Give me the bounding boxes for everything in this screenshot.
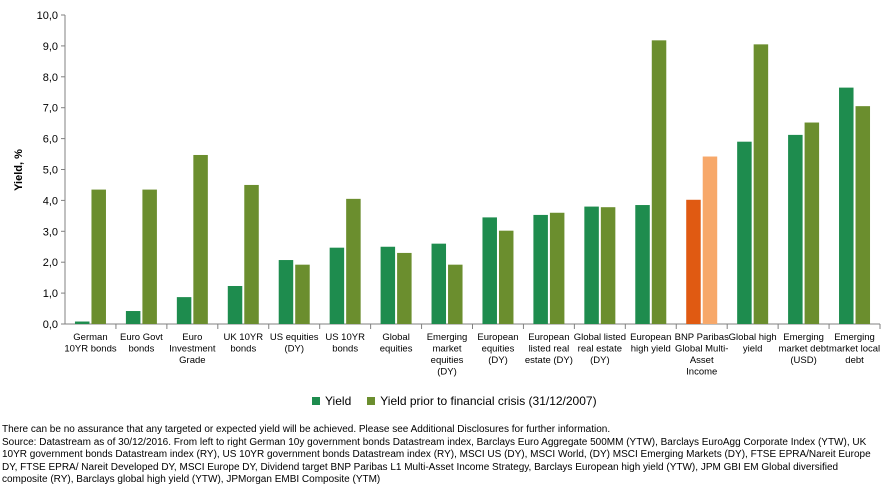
- category-label: BNP Paribas Global Multi-Asset Income: [675, 332, 729, 378]
- category-label: European equities (DY): [477, 332, 518, 366]
- chart-bars: [74, 40, 871, 325]
- legend-item-yield: Yield: [312, 394, 351, 408]
- bar-yield-prior: [498, 230, 514, 324]
- y-tick-label: 4,0: [43, 195, 58, 207]
- category-label: Emerging market local debt: [829, 332, 880, 366]
- bar-yield-prior: [244, 184, 259, 324]
- bar-yield-prior: [855, 106, 871, 324]
- bar-yield: [839, 87, 854, 325]
- y-tick-label: 6,0: [43, 134, 58, 146]
- legend-swatch-yield: [312, 397, 320, 405]
- category-label: US equities (DY): [270, 332, 319, 355]
- source-text: Source: Datastream as of 30/12/2016. Fro…: [2, 436, 871, 486]
- legend-item-yield-prior: Yield prior to financial crisis (31/12/2…: [367, 394, 597, 408]
- bar-yield-prior: [702, 156, 718, 324]
- legend-label-yield: Yield: [325, 394, 352, 408]
- y-tick-label: 8,0: [43, 72, 58, 84]
- category-label: Global listed real estate (DY): [574, 332, 626, 366]
- bar-yield-prior: [346, 198, 361, 324]
- chart-legend: Yield Yield prior to financial crisis (3…: [312, 394, 607, 408]
- y-tick-label: 3,0: [43, 226, 58, 238]
- bar-yield-prior: [142, 189, 157, 324]
- footnotes: There can be no assurance that any targe…: [2, 424, 886, 487]
- y-axis-label: Yield, %: [13, 149, 25, 191]
- y-tick-label: 2,0: [43, 257, 58, 269]
- bar-yield-prior: [600, 207, 616, 324]
- bar-yield: [74, 321, 90, 324]
- bar-yield: [635, 205, 650, 324]
- category-label: Euro Govt bonds: [120, 332, 163, 355]
- category-label: Euro Investment Grade: [169, 332, 216, 366]
- y-tick-label: 10,0: [37, 10, 58, 22]
- bar-yield: [278, 260, 294, 324]
- bar-yield: [533, 214, 548, 324]
- bar-yield: [380, 246, 396, 324]
- bar-yield-prior: [91, 189, 106, 324]
- bar-yield: [686, 199, 701, 324]
- bar-yield: [176, 297, 192, 324]
- bar-yield-prior: [448, 264, 463, 324]
- category-label: Global high yield: [729, 332, 777, 355]
- y-tick-label: 1,0: [43, 288, 58, 300]
- y-tick-label: 9,0: [43, 41, 58, 53]
- bar-yield-prior: [651, 40, 667, 324]
- category-label: German 10YR bonds: [64, 332, 117, 355]
- category-label: Global equities: [380, 332, 413, 355]
- disclaimer-text: There can be no assurance that any targe…: [2, 424, 611, 435]
- bar-yield-prior: [295, 264, 310, 324]
- bar-yield: [788, 134, 803, 324]
- bar-yield-prior: [549, 212, 565, 324]
- category-label: Emerging market debt (USD): [779, 332, 830, 366]
- y-tick-label: 5,0: [43, 165, 58, 177]
- bar-yield: [584, 206, 599, 324]
- category-label: Emerging market equities (DY): [427, 332, 468, 378]
- y-tick-label: 0,0: [43, 319, 58, 331]
- category-label: European high yield: [630, 332, 671, 355]
- category-label: US 10YR bonds: [325, 332, 365, 355]
- legend-label-yield-prior: Yield prior to financial crisis (31/12/2…: [380, 394, 597, 408]
- bar-yield: [329, 247, 345, 324]
- bar-yield-prior: [193, 154, 208, 324]
- bar-yield: [125, 311, 141, 324]
- y-tick-label: 7,0: [43, 103, 58, 115]
- bar-yield: [737, 141, 752, 324]
- bar-yield: [431, 243, 447, 324]
- bar-yield: [482, 217, 497, 324]
- bar-yield-prior: [397, 252, 412, 324]
- legend-swatch-yield-prior: [367, 397, 376, 405]
- bar-yield-prior: [804, 122, 820, 324]
- yield-bar-chart: Yield, % 0,0 1,0 2,0 3,0 4,0 5,0 6,0 7,0 8,0 9,0 1…: [13, 10, 881, 378]
- category-label: European listed real estate (DY): [525, 332, 573, 366]
- bar-yield: [227, 285, 243, 324]
- category-label: UK 10YR bonds: [223, 332, 263, 355]
- bar-yield-prior: [753, 44, 769, 324]
